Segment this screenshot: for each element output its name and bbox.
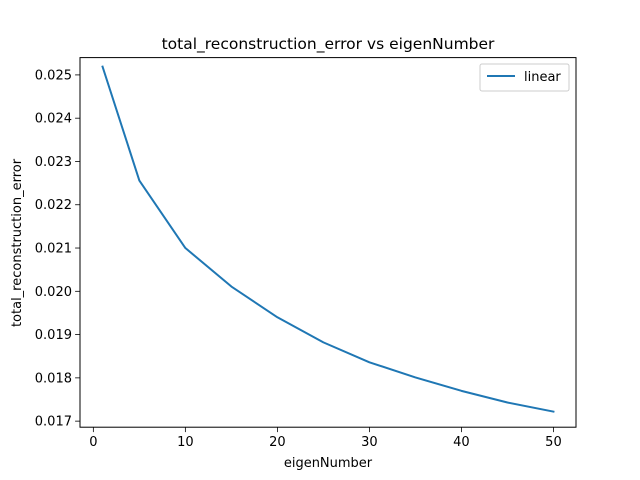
x-tick-label: 50 xyxy=(545,435,562,450)
y-tick-label: 0.022 xyxy=(35,198,72,213)
y-tick-label: 0.021 xyxy=(35,242,72,257)
x-tick-label: 30 xyxy=(361,435,378,450)
chart-title: total_reconstruction_error vs eigenNumbe… xyxy=(162,35,495,54)
x-tick-label: 10 xyxy=(177,435,194,450)
y-axis-label: total_reconstruction_error xyxy=(10,158,25,327)
x-tick-label: 0 xyxy=(89,435,97,450)
x-tick-label: 40 xyxy=(453,435,470,450)
y-tick-label: 0.020 xyxy=(35,285,72,300)
series-line-linear xyxy=(101,65,555,413)
x-tick-label: 20 xyxy=(269,435,286,450)
y-tick-label: 0.018 xyxy=(35,371,72,386)
x-axis-ticks: 0 10 20 30 40 50 xyxy=(89,427,562,450)
legend-box xyxy=(479,63,570,92)
legend-label-linear: linear xyxy=(524,70,561,85)
series-layer xyxy=(101,65,555,413)
y-tick-label: 0.019 xyxy=(35,328,72,343)
y-tick-label: 0.024 xyxy=(35,112,72,127)
plot-frame xyxy=(79,57,577,428)
y-axis-ticks: 0.017 0.018 0.019 0.020 0.021 0.022 0.023 0.024… xyxy=(35,68,80,430)
y-tick-label: 0.023 xyxy=(35,155,72,170)
y-tick-label: 0.025 xyxy=(35,68,72,83)
x-axis-label: eigenNumber xyxy=(284,456,373,471)
legend: linear xyxy=(479,63,570,92)
y-tick-label: 0.017 xyxy=(35,415,72,430)
